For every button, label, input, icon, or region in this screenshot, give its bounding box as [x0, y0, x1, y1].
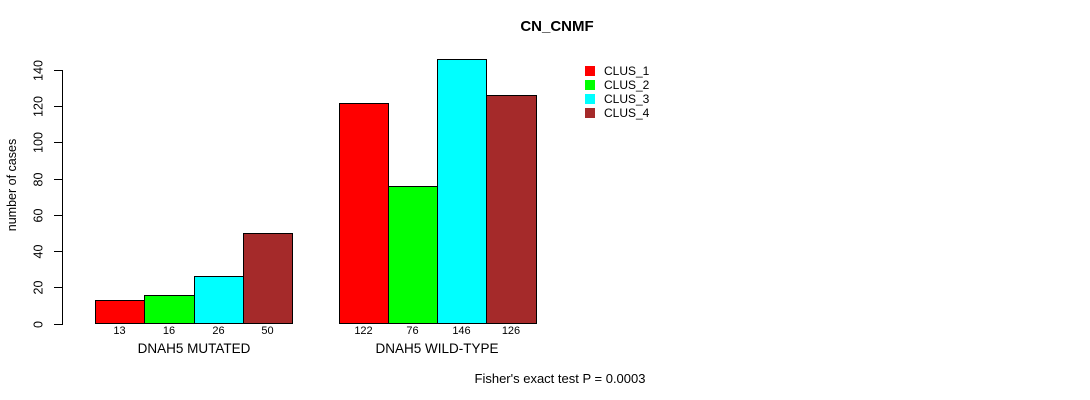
bar	[437, 59, 487, 324]
y-axis-tick	[54, 106, 62, 107]
bar-value-label: 76	[406, 325, 419, 337]
bar-value-label: 146	[452, 325, 471, 337]
y-axis-tick-label: 80	[31, 172, 46, 187]
y-axis-label: number of cases	[5, 138, 19, 232]
bar-value-label: 13	[113, 325, 126, 337]
bar	[388, 186, 438, 324]
bar	[243, 233, 293, 324]
legend-swatch	[585, 80, 595, 90]
legend-swatch	[585, 108, 595, 118]
legend-swatch	[585, 66, 595, 76]
bar	[95, 300, 145, 324]
bar-value-label: 126	[501, 325, 521, 337]
y-axis-tick	[54, 324, 62, 325]
legend-label: CLUS_3	[604, 92, 650, 106]
legend-label: CLUS_2	[604, 78, 650, 92]
y-axis-tick	[54, 251, 62, 252]
y-axis-tick	[54, 179, 62, 180]
legend-label: CLUS_1	[604, 64, 650, 78]
y-axis-tick	[54, 142, 62, 143]
fisher-test-annotation: Fisher's exact test P = 0.0003	[474, 371, 646, 386]
y-axis-tick-label: 140	[31, 60, 46, 81]
y-axis-tick-label: 120	[31, 96, 46, 117]
y-axis-tick	[54, 215, 62, 216]
y-axis-tick-label: 100	[31, 132, 46, 153]
bar-value-label: 50	[261, 325, 274, 337]
bar	[194, 276, 244, 324]
bar	[144, 295, 195, 324]
category-label: DNAH5 MUTATED	[137, 341, 251, 356]
bar	[486, 95, 537, 324]
bar-value-label: 16	[162, 325, 176, 337]
legend-label: CLUS_4	[604, 106, 650, 120]
category-label: DNAH5 WILD-TYPE	[375, 341, 499, 356]
y-axis	[62, 70, 63, 325]
bar-value-label: 26	[212, 325, 225, 337]
y-axis-tick	[54, 70, 62, 71]
y-axis-tick-label: 40	[31, 244, 46, 259]
chart-title: CN_CNMF	[520, 18, 594, 35]
y-axis-tick	[54, 287, 62, 288]
bar-value-label: 122	[354, 325, 373, 337]
y-axis-tick-label: 60	[31, 208, 46, 223]
legend-swatch	[585, 94, 595, 104]
bar	[339, 103, 389, 324]
y-axis-tick-label: 20	[31, 280, 46, 295]
y-axis-tick-label: 0	[31, 321, 46, 328]
